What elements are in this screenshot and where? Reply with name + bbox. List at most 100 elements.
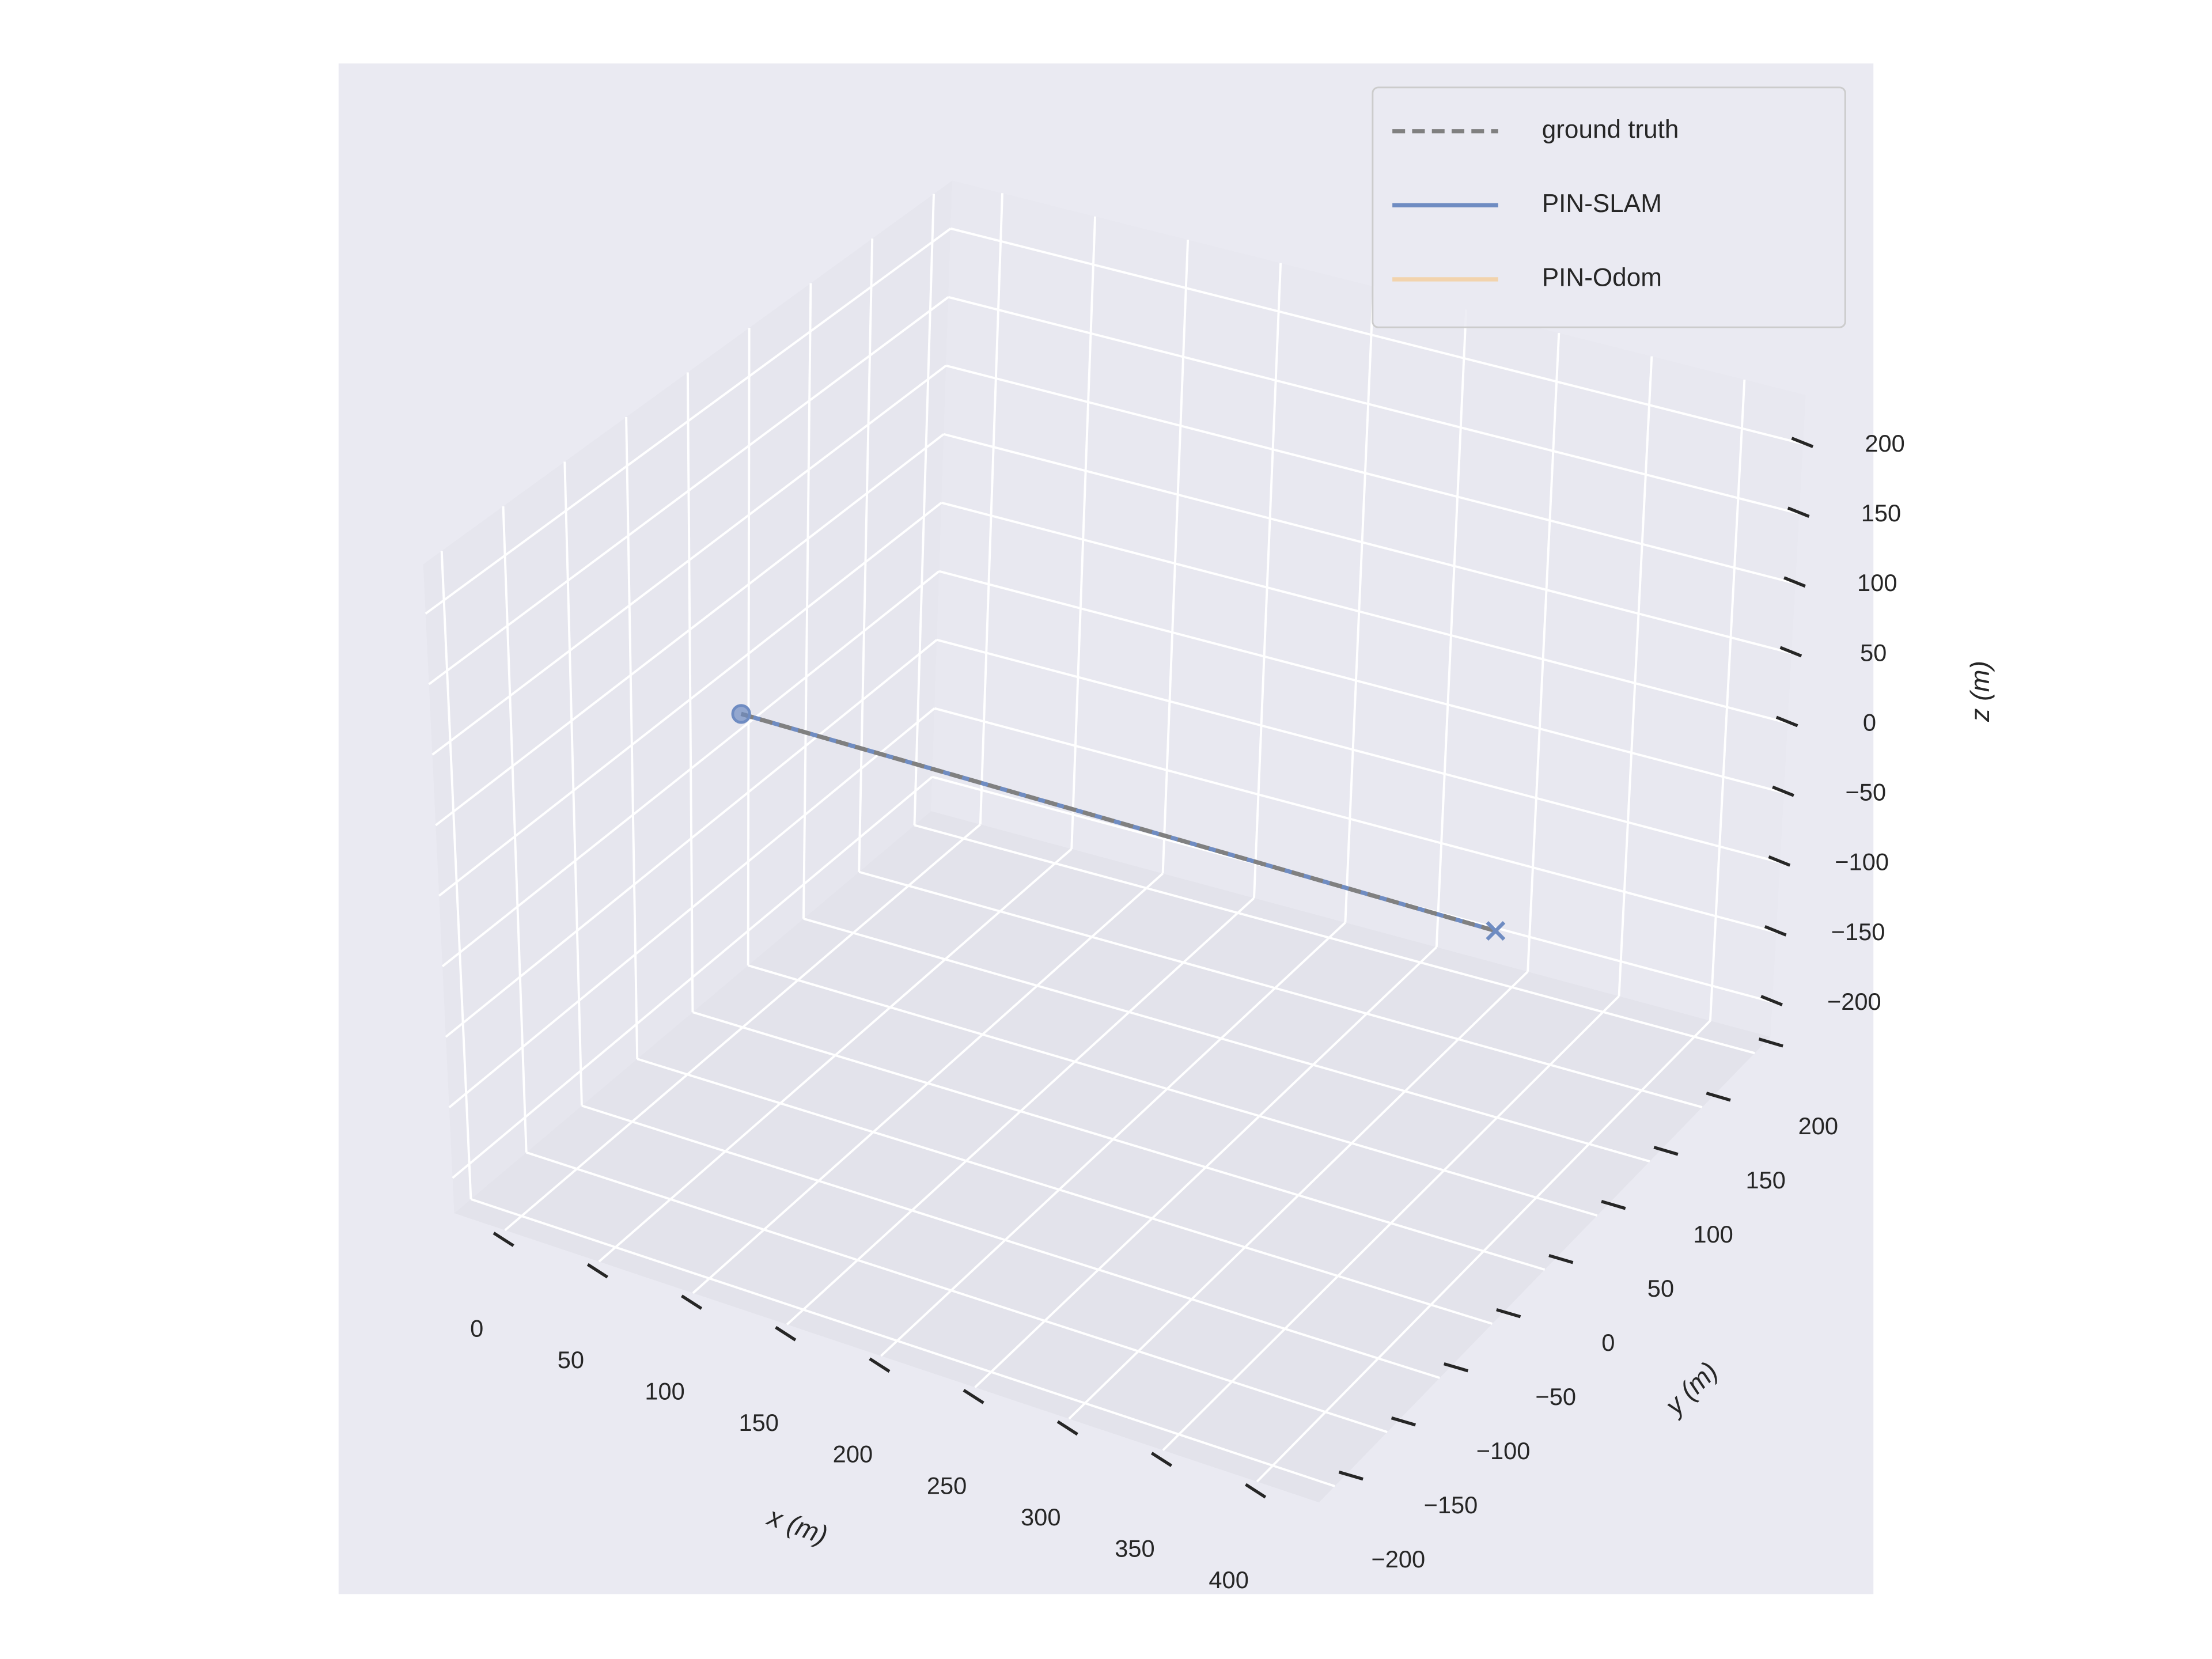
tick-mark bbox=[1791, 437, 1814, 448]
z-tick-label: 100 bbox=[1857, 569, 1897, 596]
grid-line bbox=[625, 416, 639, 1059]
trajectory-line bbox=[740, 711, 1497, 933]
legend-label: ground truth bbox=[1542, 115, 1679, 143]
tick-mark bbox=[1764, 925, 1787, 937]
grid-line bbox=[563, 461, 583, 1106]
y-tick-label: 150 bbox=[1745, 1166, 1785, 1194]
x-tick-label: 200 bbox=[833, 1441, 873, 1468]
tick-mark bbox=[1758, 1037, 1783, 1048]
grid-line bbox=[941, 501, 1788, 724]
legend-label: PIN-SLAM bbox=[1542, 190, 1662, 218]
pane-back bbox=[931, 180, 1806, 1037]
y-tick-label: −50 bbox=[1535, 1383, 1576, 1410]
tick-mark bbox=[1150, 1452, 1173, 1467]
tick-mark bbox=[1787, 506, 1810, 518]
grid-line bbox=[526, 1151, 1388, 1433]
z-tick-label: −50 bbox=[1845, 779, 1886, 806]
grid-line bbox=[448, 707, 935, 1108]
grid-line bbox=[948, 296, 1800, 515]
grid-line bbox=[803, 917, 1650, 1163]
pane-left bbox=[423, 180, 953, 1214]
grid-line bbox=[445, 639, 938, 1038]
grid-line bbox=[1618, 356, 1653, 997]
grid-line bbox=[502, 506, 528, 1153]
start-marker bbox=[731, 704, 751, 724]
z-tick-label: 200 bbox=[1865, 430, 1904, 457]
x-tick-label: 50 bbox=[558, 1346, 584, 1373]
grid-line bbox=[1161, 240, 1190, 874]
grid-line bbox=[979, 193, 1003, 825]
grid-line bbox=[452, 776, 933, 1179]
z-tick-label: −200 bbox=[1827, 988, 1881, 1015]
grid-line bbox=[440, 551, 472, 1199]
tick-mark bbox=[680, 1294, 703, 1310]
grid-line bbox=[438, 502, 942, 897]
x-tick-label: 350 bbox=[1115, 1535, 1154, 1562]
grid-line bbox=[914, 824, 1755, 1055]
grid-line bbox=[692, 1011, 1546, 1271]
grid-line bbox=[1253, 263, 1282, 899]
grid-line bbox=[802, 283, 812, 919]
grid-line bbox=[858, 870, 1703, 1109]
pane-floor bbox=[454, 811, 1771, 1503]
x-tick-label: 150 bbox=[739, 1409, 779, 1436]
y-tick-label: 50 bbox=[1647, 1275, 1674, 1302]
grid-line bbox=[1709, 379, 1746, 1021]
tick-mark bbox=[493, 1232, 514, 1247]
z-tick-label: 50 bbox=[1860, 639, 1887, 666]
grid-line bbox=[747, 328, 751, 965]
grid-line bbox=[858, 238, 874, 872]
x-tick-label: 100 bbox=[645, 1378, 684, 1405]
tick-mark bbox=[1779, 646, 1802, 658]
tick-mark bbox=[1496, 1308, 1521, 1319]
z-tick-label: 0 bbox=[1863, 709, 1876, 736]
z-tick-label: −150 bbox=[1831, 918, 1885, 945]
tick-mark bbox=[1056, 1420, 1078, 1436]
grid-line bbox=[686, 372, 694, 1013]
z-axis-label: z (m) bbox=[1965, 661, 1995, 722]
tick-mark bbox=[1772, 785, 1794, 797]
x-tick-label: 400 bbox=[1209, 1566, 1248, 1593]
y-tick-label: 100 bbox=[1693, 1221, 1733, 1248]
grid-line bbox=[435, 433, 945, 827]
tick-mark bbox=[1768, 855, 1791, 867]
tick-mark bbox=[775, 1325, 797, 1342]
grid-line bbox=[936, 638, 1781, 864]
grid-line bbox=[428, 296, 949, 685]
tick-mark bbox=[1443, 1362, 1469, 1373]
legend-label: PIN-Odom bbox=[1542, 264, 1662, 292]
end-marker bbox=[1486, 921, 1506, 941]
tick-mark bbox=[1653, 1146, 1679, 1156]
grid-line bbox=[950, 227, 1804, 445]
grid-line bbox=[934, 707, 1777, 934]
grid-line bbox=[1435, 309, 1468, 948]
tick-mark bbox=[1391, 1416, 1416, 1427]
tick-mark bbox=[1775, 715, 1798, 728]
tick-mark bbox=[1783, 576, 1806, 588]
grid-line bbox=[938, 570, 1785, 794]
grid-line bbox=[581, 1104, 1440, 1379]
tick-mark bbox=[1548, 1254, 1574, 1264]
grid-line bbox=[441, 570, 940, 968]
grid-line bbox=[470, 1198, 1335, 1487]
x-tick-label: 300 bbox=[1021, 1503, 1060, 1531]
z-tick-label: 150 bbox=[1861, 499, 1901, 527]
x-tick-label: 0 bbox=[470, 1315, 483, 1342]
z-tick-label: −100 bbox=[1835, 849, 1889, 876]
grid-line bbox=[748, 964, 1598, 1217]
grid-line bbox=[1527, 332, 1560, 972]
tick-mark bbox=[586, 1263, 609, 1279]
y-tick-label: −100 bbox=[1476, 1437, 1531, 1464]
grid-line bbox=[425, 228, 952, 615]
y-tick-label: −150 bbox=[1424, 1491, 1478, 1518]
tick-mark bbox=[1601, 1200, 1626, 1210]
y-tick-label: 0 bbox=[1601, 1329, 1615, 1356]
x-tick-label: 250 bbox=[927, 1472, 967, 1499]
tick-mark bbox=[1338, 1470, 1363, 1481]
grid-line bbox=[1344, 286, 1375, 923]
grid-line bbox=[431, 365, 947, 756]
tick-mark bbox=[963, 1389, 984, 1404]
grid-line bbox=[943, 433, 1792, 654]
